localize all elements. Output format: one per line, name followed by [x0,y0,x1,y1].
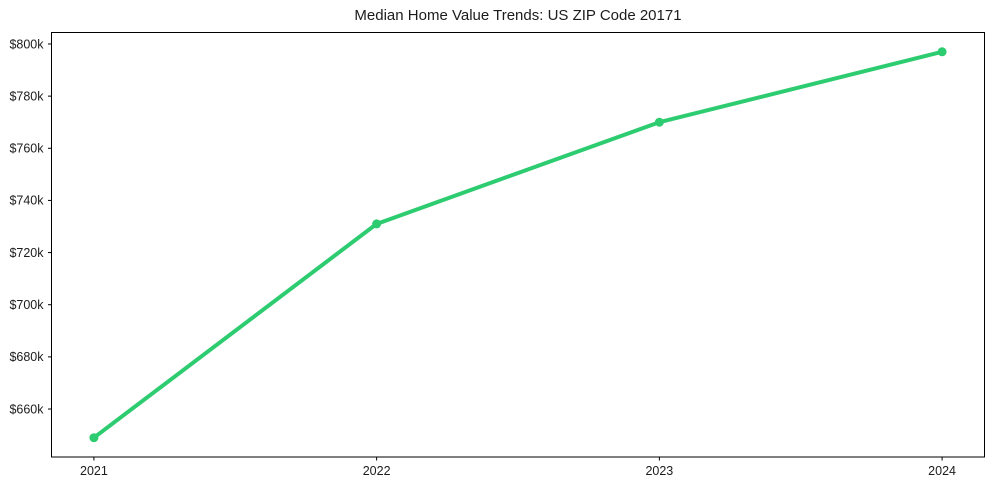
data-point-marker [89,433,99,443]
chart-title: Median Home Value Trends: US ZIP Code 20… [354,7,681,24]
x-tick-label: 2023 [645,464,673,478]
y-tick-label: $680k [9,350,44,364]
trend-line [91,49,945,440]
plot-border [51,32,985,458]
y-tick-label: $760k [9,142,44,156]
y-tick-label: $780k [9,89,44,103]
x-tick-label: 2024 [928,464,956,478]
data-point-marker [654,117,664,127]
x-tick-label: 2021 [80,464,108,478]
x-tick-label: 2022 [363,464,391,478]
data-point-marker [372,219,382,229]
data-point-marker [937,47,947,57]
series [89,47,947,443]
y-tick-label: $800k [9,37,44,51]
y-tick-label: $660k [9,402,44,416]
y-tick-label: $740k [9,194,44,208]
axes: $660k $680k $700k $720k $740k $760k $780k $800k… [9,32,985,478]
y-tick-label: $720k [9,246,44,260]
y-tick-label: $700k [9,298,44,312]
